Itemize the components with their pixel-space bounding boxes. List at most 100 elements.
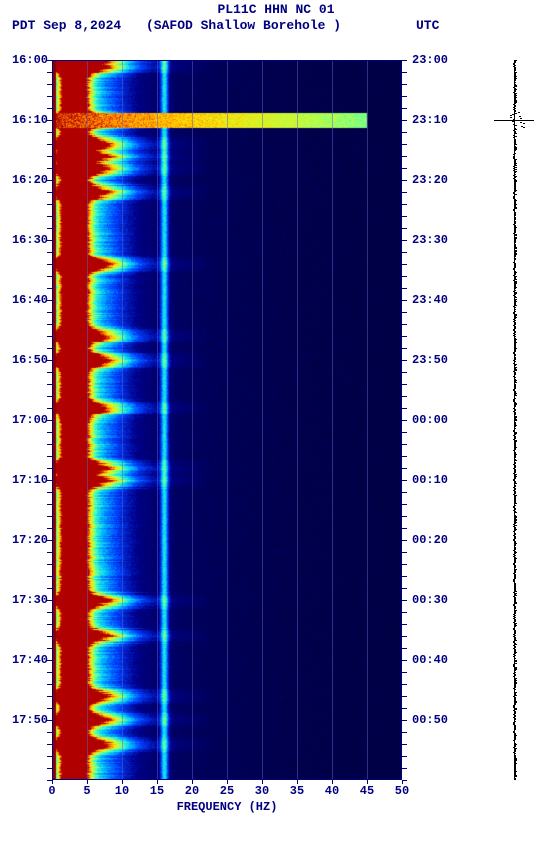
- y-minor-tick: [47, 456, 52, 457]
- seismogram-sample: [514, 365, 516, 366]
- gridline: [262, 60, 263, 780]
- y-tick-left: 17:50: [0, 713, 48, 727]
- y-minor-tick: [402, 264, 407, 265]
- seismogram-sample: [514, 215, 516, 216]
- y-minor-tick: [402, 96, 407, 97]
- y-minor-tick: [402, 624, 407, 625]
- gridline: [192, 60, 193, 780]
- y-minor-tick: [47, 240, 52, 241]
- y-tick-right: 23:00: [412, 53, 448, 67]
- seismogram-sample: [515, 144, 517, 145]
- gridline: [297, 60, 298, 780]
- seismogram-sample: [514, 753, 516, 754]
- x-tick-label: 10: [110, 784, 134, 798]
- seismogram-sample: [515, 129, 517, 130]
- y-tick-left: 17:40: [0, 653, 48, 667]
- figure-container: PL11C HHN NC 01 PDT Sep 8,2024 (SAFOD Sh…: [0, 0, 552, 864]
- seismogram-sample: [514, 626, 516, 627]
- seismogram-sample: [512, 121, 514, 122]
- y-minor-tick: [402, 420, 407, 421]
- seismogram-sample: [515, 382, 517, 383]
- gridline: [87, 60, 88, 780]
- seismogram-sample: [523, 123, 525, 124]
- y-minor-tick: [402, 156, 407, 157]
- title-station-name: (SAFOD Shallow Borehole ): [146, 18, 341, 33]
- y-minor-tick: [47, 708, 52, 709]
- seismogram-sample: [515, 776, 517, 777]
- x-tick-label: 45: [355, 784, 379, 798]
- seismogram-sample: [514, 336, 516, 337]
- y-minor-tick: [47, 552, 52, 553]
- x-tick-label: 35: [285, 784, 309, 798]
- y-minor-tick: [402, 72, 407, 73]
- y-minor-tick: [402, 216, 407, 217]
- y-minor-tick: [47, 300, 52, 301]
- y-minor-tick: [47, 312, 52, 313]
- y-minor-tick: [47, 168, 52, 169]
- x-tick-label: 15: [145, 784, 169, 798]
- y-minor-tick: [47, 672, 52, 673]
- seismogram-sample: [514, 82, 516, 83]
- y-tick-left: 16:30: [0, 233, 48, 247]
- y-minor-tick: [47, 696, 52, 697]
- y-minor-tick: [402, 648, 407, 649]
- seismogram-sample: [518, 112, 520, 113]
- gridline: [122, 60, 123, 780]
- seismogram-sample: [513, 581, 515, 582]
- y-minor-tick: [47, 516, 52, 517]
- y-tick-left: 16:40: [0, 293, 48, 307]
- y-minor-tick: [47, 768, 52, 769]
- seismogram-sample: [514, 658, 516, 659]
- y-minor-tick: [47, 120, 52, 121]
- y-tick-left: 17:10: [0, 473, 48, 487]
- seismogram-sample: [513, 119, 515, 120]
- seismogram-sample: [514, 729, 516, 730]
- y-minor-tick: [47, 636, 52, 637]
- y-tick-left: 16:20: [0, 173, 48, 187]
- seismogram-sample: [515, 113, 517, 114]
- seismogram-sample: [515, 483, 517, 484]
- seismogram-sample: [514, 172, 516, 173]
- y-minor-tick: [402, 312, 407, 313]
- y-minor-tick: [402, 132, 407, 133]
- y-minor-tick: [402, 684, 407, 685]
- y-minor-tick: [47, 264, 52, 265]
- seismogram-sample: [513, 676, 515, 677]
- y-minor-tick: [47, 660, 52, 661]
- y-minor-tick: [47, 228, 52, 229]
- seismogram-sample: [514, 608, 516, 609]
- y-minor-tick: [402, 144, 407, 145]
- seismogram-sample: [515, 133, 517, 134]
- y-tick-left: 16:00: [0, 53, 48, 67]
- y-minor-tick: [402, 540, 407, 541]
- y-minor-tick: [47, 600, 52, 601]
- y-minor-tick: [47, 288, 52, 289]
- seismogram-sample: [515, 420, 517, 421]
- y-minor-tick: [47, 156, 52, 157]
- y-minor-tick: [47, 744, 52, 745]
- y-minor-tick: [47, 192, 52, 193]
- y-minor-tick: [402, 708, 407, 709]
- seismogram-sample: [515, 235, 517, 236]
- seismogram-sample: [514, 355, 516, 356]
- seismogram-sample: [514, 309, 516, 310]
- y-minor-tick: [402, 120, 407, 121]
- y-minor-tick: [47, 348, 52, 349]
- gridline: [227, 60, 228, 780]
- y-minor-tick: [402, 324, 407, 325]
- y-minor-tick: [402, 408, 407, 409]
- y-tick-right: 23:50: [412, 353, 448, 367]
- y-minor-tick: [47, 276, 52, 277]
- y-minor-tick: [47, 540, 52, 541]
- seismogram-sample: [513, 531, 515, 532]
- y-minor-tick: [47, 216, 52, 217]
- gridline: [332, 60, 333, 780]
- y-minor-tick: [402, 492, 407, 493]
- y-minor-tick: [402, 528, 407, 529]
- seismogram-sample: [522, 120, 524, 121]
- y-minor-tick: [402, 480, 407, 481]
- seismogram-sample: [513, 656, 515, 657]
- spectrogram-plot: [52, 60, 402, 780]
- y-minor-tick: [402, 552, 407, 553]
- y-minor-tick: [402, 456, 407, 457]
